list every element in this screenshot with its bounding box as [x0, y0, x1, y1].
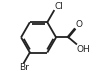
Text: Cl: Cl [54, 1, 63, 11]
Text: Br: Br [19, 63, 29, 72]
Text: OH: OH [76, 45, 90, 54]
Text: O: O [75, 20, 82, 29]
